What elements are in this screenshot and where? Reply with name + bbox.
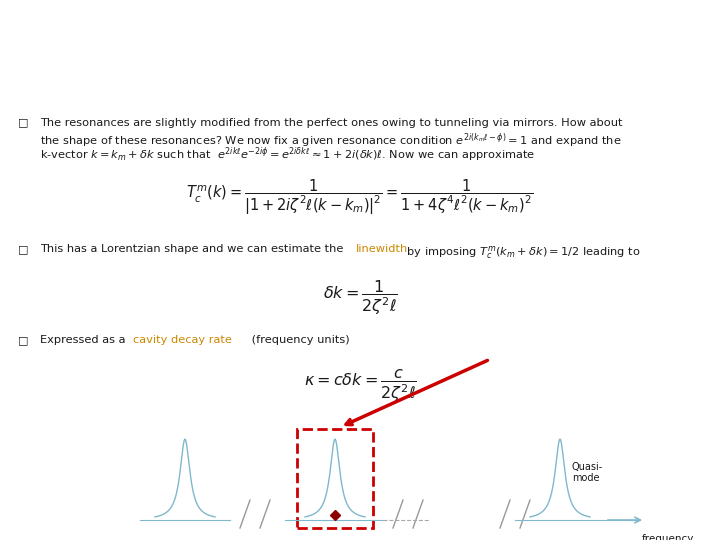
Text: □: □	[18, 335, 29, 345]
Text: □: □	[18, 118, 29, 127]
Text: linewidth: linewidth	[356, 245, 408, 254]
Text: k-vector $k = k_m + \delta k$ such that  $e^{2ik\ell}e^{-2i\phi} = e^{2i\delta k: k-vector $k = k_m + \delta k$ such that …	[40, 146, 535, 164]
Text: Quasi-
mode: Quasi- mode	[572, 462, 603, 483]
Text: frequency: frequency	[642, 534, 694, 540]
Text: This has a Lorentzian shape and we can estimate the: This has a Lorentzian shape and we can e…	[40, 245, 347, 254]
Text: $\kappa = c\delta k = \dfrac{c}{2\zeta^2\ell}$: $\kappa = c\delta k = \dfrac{c}{2\zeta^2…	[304, 368, 416, 404]
Text: The resonances are slightly modified from the perfect ones owing to tunneling vi: The resonances are slightly modified fro…	[40, 118, 623, 127]
Text: $\delta k = \dfrac{1}{2\zeta^2\ell}$: $\delta k = \dfrac{1}{2\zeta^2\ell}$	[323, 278, 397, 316]
Text: Optical resonators – resonances, finesse, loss rate etc: Optical resonators – resonances, finesse…	[9, 15, 553, 35]
Text: □: □	[18, 245, 29, 254]
Text: cavity decay rate: cavity decay rate	[133, 335, 232, 345]
Bar	[297, 429, 373, 528]
Text: (frequency units): (frequency units)	[248, 335, 350, 345]
Text: $T_c^m(k) = \dfrac{1}{|1 + 2i\zeta^2\ell(k - k_m)|^2} = \dfrac{1}{1 + 4\zeta^4\e: $T_c^m(k) = \dfrac{1}{|1 + 2i\zeta^2\ell…	[186, 178, 534, 217]
Text: by imposing $T_c^m(k_m + \delta k) = 1/2$ leading to: by imposing $T_c^m(k_m + \delta k) = 1/2…	[403, 245, 640, 261]
Text: Expressed as a: Expressed as a	[40, 335, 129, 345]
Text: the shape of these resonances? We now fix a given resonance condition $e^{2i(k_m: the shape of these resonances? We now fi…	[40, 132, 621, 150]
